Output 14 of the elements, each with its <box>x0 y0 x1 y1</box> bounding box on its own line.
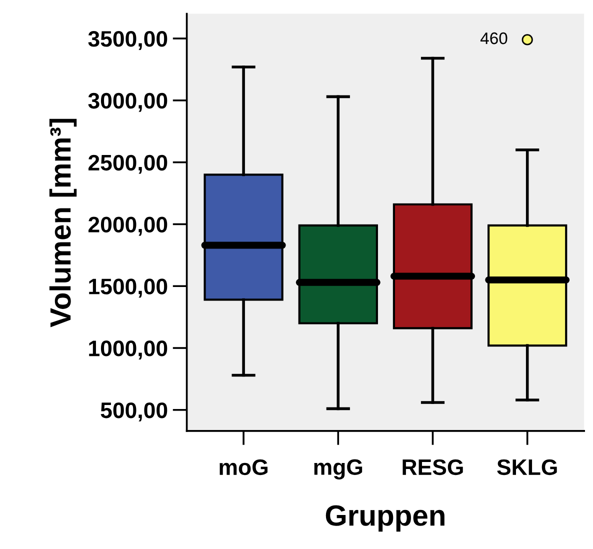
y-tick-label: 2500,00 <box>88 154 168 174</box>
y-tick-label: 1000,00 <box>89 340 168 360</box>
x-tick-label: RESG <box>402 459 463 476</box>
annotation: 460 <box>480 32 508 44</box>
x-tick-label: mgG <box>314 459 362 480</box>
y-tick-label: 3500,00 <box>88 31 168 50</box>
y-tick-label: 1500,00 <box>89 278 168 298</box>
x-tick-label: SKLG <box>497 459 557 476</box>
y-tick-label: 500,00 <box>100 402 168 422</box>
y-tick-label: 3000,00 <box>88 92 168 112</box>
y-axis-title: Volumen [mm³] <box>49 118 77 328</box>
x-axis-title: Gruppen <box>326 505 444 532</box>
y-tick-label: 2000,00 <box>88 216 168 236</box>
x-tick-label: moG <box>220 459 268 476</box>
